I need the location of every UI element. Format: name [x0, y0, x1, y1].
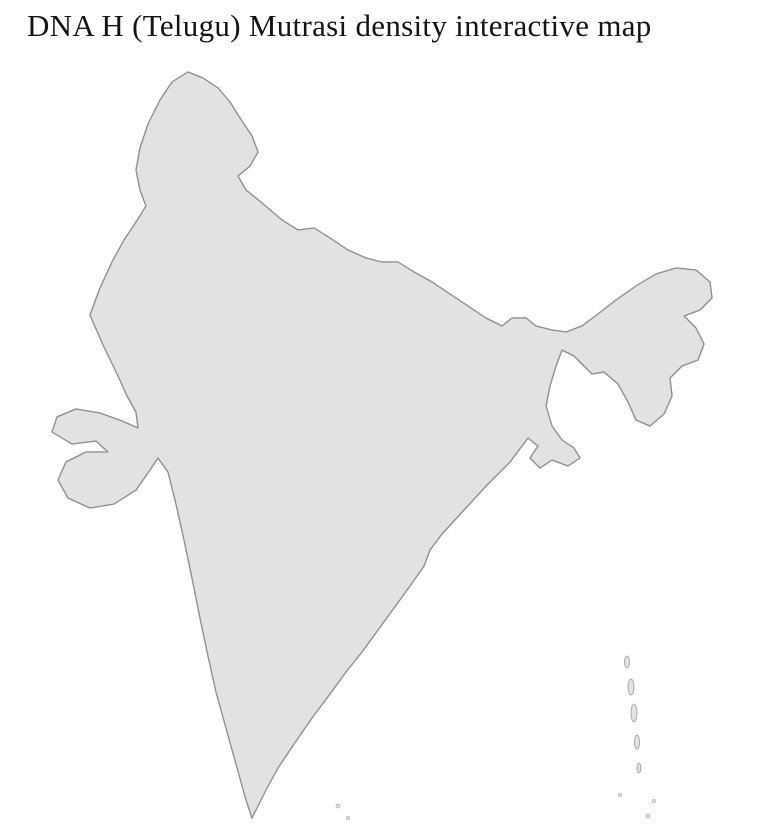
- island-speck: [335, 803, 341, 809]
- urban-area-marker: [42, 415, 52, 426]
- island-speck: [618, 793, 622, 797]
- island-speck: [645, 813, 651, 819]
- island[interactable]: [627, 678, 635, 696]
- island-speck: [652, 799, 656, 803]
- island[interactable]: [624, 655, 630, 669]
- island[interactable]: [630, 703, 638, 723]
- island-speck: [346, 816, 350, 820]
- island-specks: [335, 793, 656, 820]
- island[interactable]: [634, 734, 640, 750]
- islands[interactable]: [624, 655, 642, 774]
- page-title: DNA H (Telugu) Mutrasi density interacti…: [27, 8, 652, 43]
- district-cluster-medium[interactable]: [295, 745, 329, 779]
- country-outline: [51, 71, 713, 819]
- island[interactable]: [636, 762, 642, 774]
